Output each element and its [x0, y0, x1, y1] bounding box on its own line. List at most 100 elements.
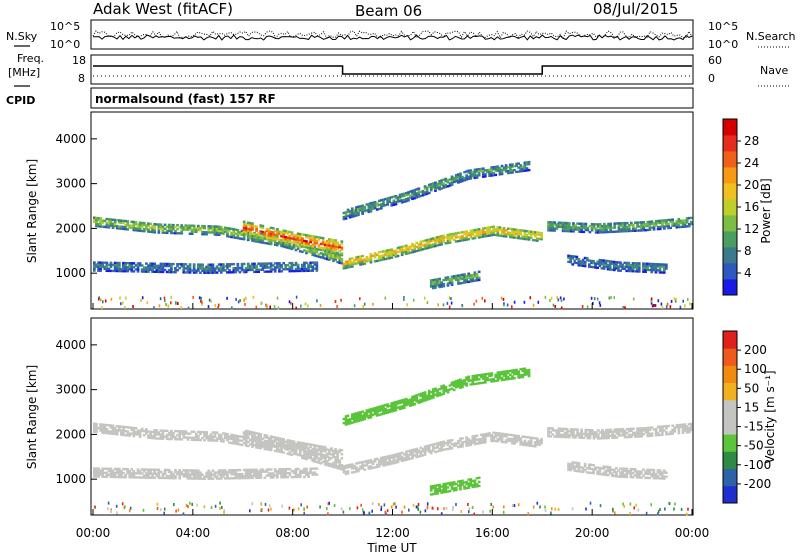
echo-cell — [236, 264, 240, 268]
echo-cell — [432, 278, 435, 282]
echo-cell — [634, 435, 637, 438]
ground-scatter-cell — [450, 301, 453, 305]
echo-cell — [413, 195, 416, 198]
echo-cell — [465, 436, 468, 439]
echo-cell — [419, 190, 423, 194]
echo-cell — [436, 282, 439, 285]
echo-cell — [244, 233, 248, 236]
colorbar-tick-label: 4 — [744, 266, 752, 280]
echo-cell — [273, 436, 277, 439]
ground-scatter-cell — [455, 503, 457, 506]
echo-cell — [494, 373, 498, 377]
echo-cell — [255, 444, 258, 447]
echo-cell — [457, 235, 460, 239]
echo-cell — [161, 268, 165, 272]
echo-cell — [325, 255, 329, 259]
echo-cell — [382, 404, 385, 407]
echo-cell — [176, 269, 179, 272]
ground-scatter-cell — [281, 504, 283, 508]
echo-cell — [662, 477, 666, 480]
ground-scatter-cell — [185, 503, 188, 507]
echo-cell — [338, 467, 342, 470]
echo-cell — [232, 438, 236, 441]
echo-cell — [211, 231, 215, 234]
echo-cell — [228, 263, 231, 266]
echo-cell — [640, 429, 643, 432]
echo-cell — [590, 467, 593, 471]
echo-cell — [348, 263, 352, 267]
echo-cell — [523, 163, 527, 166]
echo-cell — [588, 259, 591, 262]
echo-cell — [365, 462, 369, 465]
echo-cell — [621, 430, 625, 433]
echo-cell — [101, 219, 104, 222]
ground-scatter-cell — [121, 502, 124, 506]
echo-cell — [533, 239, 537, 242]
echo-cell — [369, 253, 373, 256]
echo-cell — [519, 441, 523, 444]
echo-cell — [459, 386, 462, 389]
echo-cell — [313, 471, 317, 474]
echo-cell — [128, 264, 132, 267]
echo-cell — [613, 430, 617, 433]
echo-cell — [286, 268, 290, 271]
echo-cell — [311, 467, 315, 470]
echo-cell — [444, 242, 448, 245]
echo-cell — [201, 263, 204, 266]
echo-cell — [409, 457, 412, 460]
echo-cell — [394, 404, 398, 408]
echo-cell — [506, 439, 510, 442]
echo-cell — [604, 471, 608, 475]
echo-cell — [407, 454, 410, 457]
echo-cell — [197, 475, 200, 478]
ground-scatter-cell — [226, 296, 228, 300]
echo-cell — [440, 183, 443, 186]
echo-cell — [236, 477, 240, 480]
ground-scatter-cell — [513, 504, 516, 508]
echo-cell — [126, 224, 129, 227]
ground-scatter-cell — [589, 501, 592, 505]
echo-cell — [284, 474, 287, 477]
echo-cell — [586, 436, 590, 440]
echo-cell — [330, 244, 333, 247]
echo-cell — [400, 253, 404, 257]
echo-cell — [533, 443, 537, 446]
echo-cell — [580, 228, 583, 231]
echo-cell — [373, 200, 377, 204]
ground-scatter-cell — [632, 297, 635, 301]
echo-cell — [386, 403, 389, 406]
echo-cell — [251, 435, 254, 438]
echo-cell — [232, 234, 236, 237]
echo-cell — [361, 258, 364, 262]
echo-cell — [186, 271, 190, 274]
echo-cell — [222, 230, 225, 233]
echo-cell — [265, 266, 269, 269]
echo-cell — [551, 429, 555, 432]
echo-cell — [145, 226, 148, 229]
echo-cell — [423, 393, 427, 396]
echo-cell — [332, 255, 335, 258]
echo-cell — [567, 430, 571, 433]
echo-cell — [388, 404, 391, 408]
echo-cell — [681, 423, 685, 426]
ground-scatter-cell — [115, 504, 118, 508]
echo-cell — [654, 432, 658, 435]
echo-cell — [170, 266, 173, 270]
echo-cell — [325, 455, 329, 459]
echo-cell — [685, 219, 689, 222]
echo-cell — [280, 235, 283, 238]
echo-cell — [194, 228, 198, 232]
echo-cell — [355, 418, 358, 421]
echo-cell — [636, 433, 639, 436]
ground-scatter-cell — [121, 301, 124, 305]
echo-cell — [446, 181, 450, 184]
ground-scatter-cell — [362, 508, 364, 512]
echo-cell — [278, 230, 281, 233]
echo-cell — [677, 223, 681, 227]
echo-cell — [496, 232, 500, 235]
echo-cell — [633, 262, 637, 265]
echo-cell — [421, 244, 425, 247]
echo-cell — [475, 434, 479, 437]
echo-cell — [307, 244, 310, 247]
ground-scatter-cell — [446, 301, 449, 305]
